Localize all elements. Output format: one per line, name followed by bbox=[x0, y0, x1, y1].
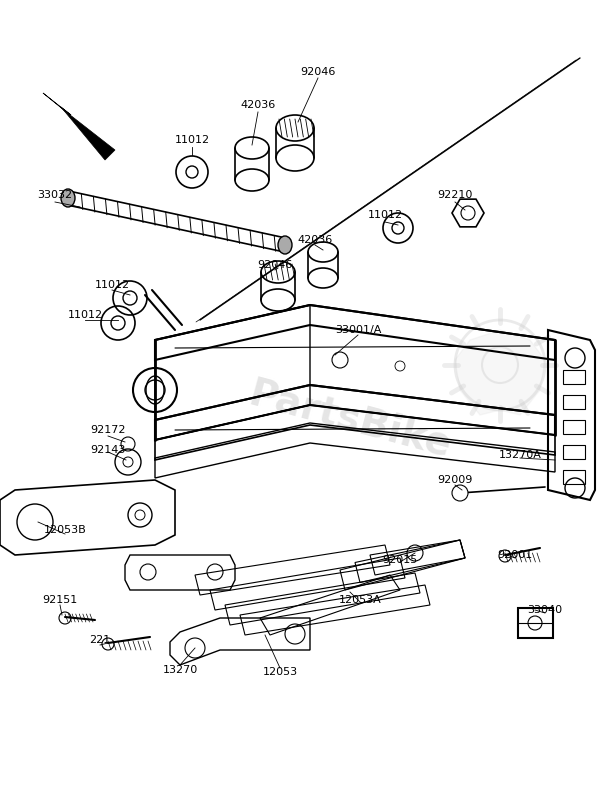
Text: 12053: 12053 bbox=[262, 667, 298, 677]
Text: 13270A: 13270A bbox=[499, 450, 541, 460]
Text: PartsBike: PartsBike bbox=[244, 374, 455, 466]
Text: 42036: 42036 bbox=[241, 100, 275, 110]
Text: 13270: 13270 bbox=[163, 665, 197, 675]
Text: 92001: 92001 bbox=[497, 550, 533, 560]
Text: 92046: 92046 bbox=[301, 67, 335, 77]
Circle shape bbox=[452, 485, 468, 501]
Bar bbox=[563, 395, 585, 409]
Text: 92210: 92210 bbox=[437, 190, 473, 200]
Polygon shape bbox=[43, 93, 115, 160]
Text: 11012: 11012 bbox=[94, 280, 130, 290]
Text: 11012: 11012 bbox=[67, 310, 103, 320]
Bar bbox=[518, 608, 553, 638]
Text: 92151: 92151 bbox=[43, 595, 77, 605]
Text: 92143: 92143 bbox=[91, 445, 125, 455]
Text: 42036: 42036 bbox=[298, 235, 332, 245]
Bar bbox=[563, 470, 585, 484]
Text: 221: 221 bbox=[89, 635, 110, 645]
Text: 92046: 92046 bbox=[257, 260, 293, 270]
Text: 12053A: 12053A bbox=[338, 595, 382, 605]
Text: 92015: 92015 bbox=[382, 555, 418, 565]
Text: 33040: 33040 bbox=[527, 605, 563, 615]
Text: 92172: 92172 bbox=[90, 425, 126, 435]
Bar bbox=[563, 445, 585, 459]
Text: 11012: 11012 bbox=[367, 210, 403, 220]
Polygon shape bbox=[455, 330, 545, 415]
Text: 33032: 33032 bbox=[37, 190, 73, 200]
Text: 11012: 11012 bbox=[175, 135, 209, 145]
Bar bbox=[563, 370, 585, 384]
Ellipse shape bbox=[278, 236, 292, 254]
Ellipse shape bbox=[61, 189, 75, 207]
Text: 92009: 92009 bbox=[437, 475, 473, 485]
Text: 12053B: 12053B bbox=[44, 525, 86, 535]
Text: 33001/A: 33001/A bbox=[335, 325, 381, 335]
Bar bbox=[563, 420, 585, 434]
